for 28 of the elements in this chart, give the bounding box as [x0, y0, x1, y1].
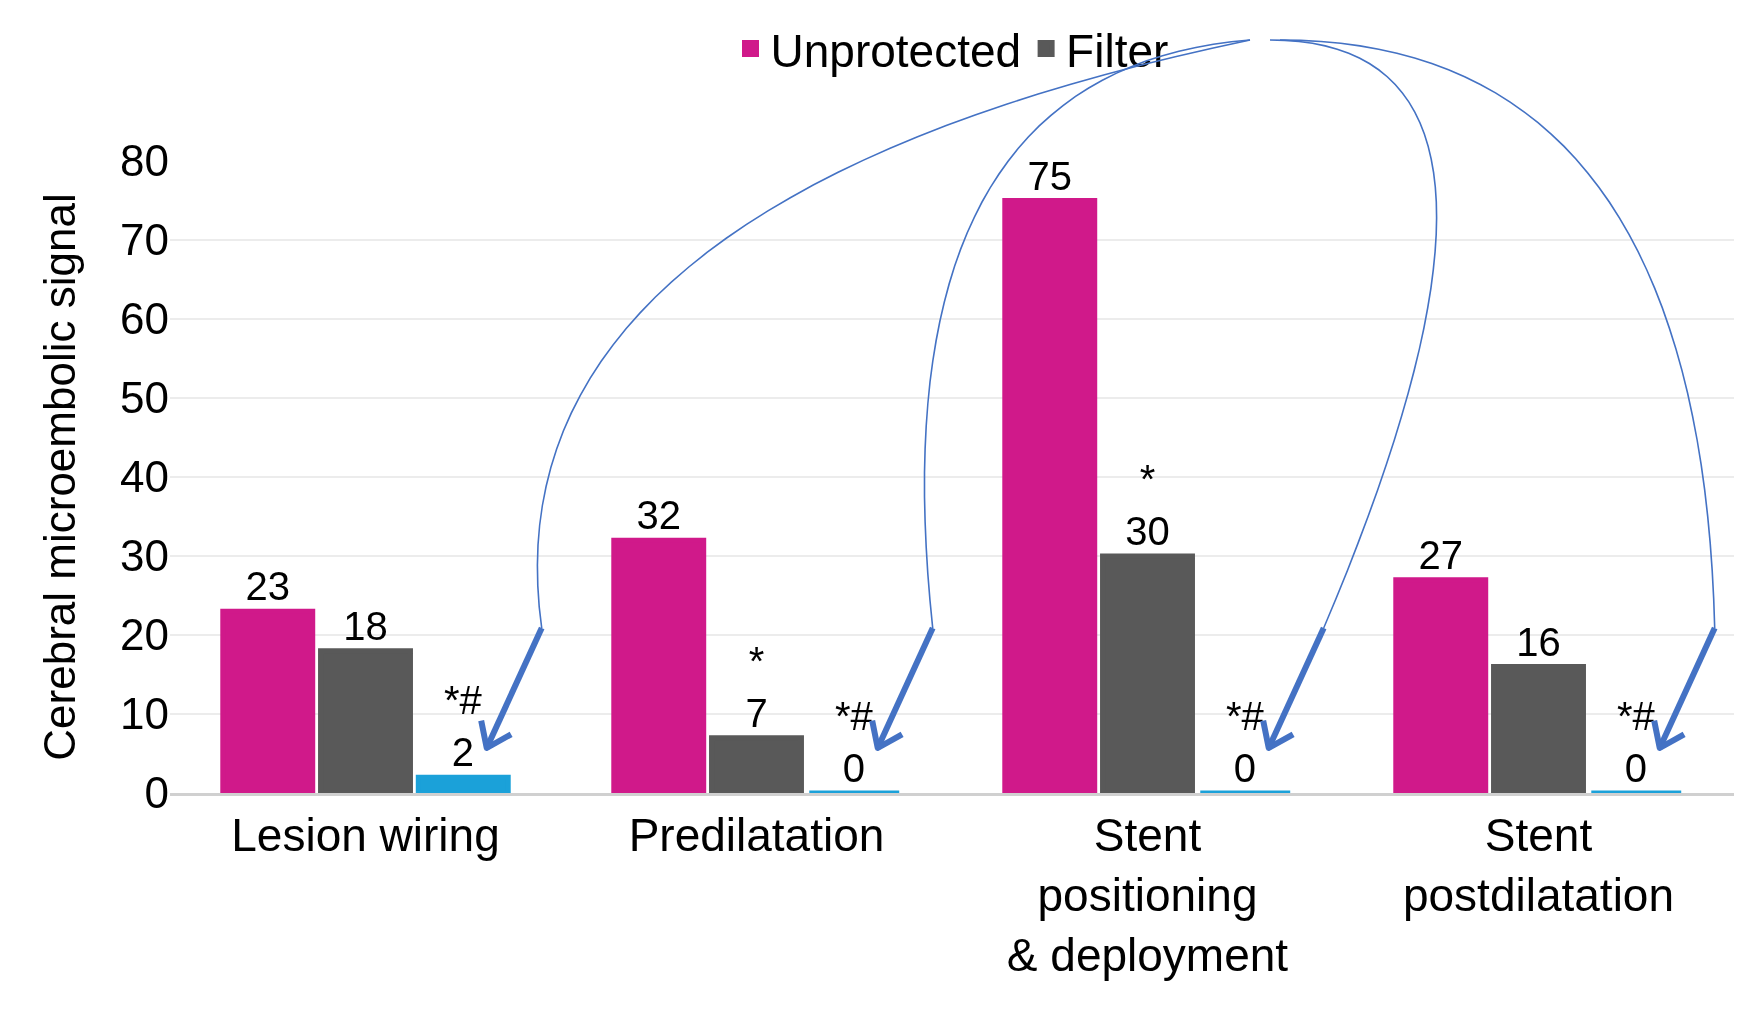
data-label: *# 0 — [834, 694, 874, 790]
data-label: 16 — [1516, 619, 1561, 664]
data-label: 23 — [245, 564, 291, 609]
data-label: *# 2 — [443, 678, 483, 775]
x-tick-label: Stent positioning & deployment — [1006, 809, 1289, 981]
y-tick-label: 70 — [120, 215, 169, 265]
y-tick-label: 0 — [144, 768, 169, 818]
data-label: 75 — [1027, 153, 1073, 198]
y-axis-title: Cerebral microembolic signal — [35, 193, 85, 761]
data-label: 27 — [1418, 532, 1463, 577]
data-label: *# 0 — [1225, 694, 1265, 790]
x-tick-label: Predilatation — [628, 809, 885, 862]
legend-label: Filter — [1066, 24, 1169, 77]
y-tick-label: 80 — [120, 136, 169, 186]
y-tick-label: 40 — [120, 452, 169, 502]
data-label: * 7 — [745, 638, 768, 735]
data-label: 32 — [636, 493, 681, 538]
y-tick-label: 10 — [120, 689, 169, 739]
data-label: *# 0 — [1616, 694, 1656, 790]
y-tick-label: 30 — [120, 531, 169, 581]
y-tick-label: 50 — [120, 373, 169, 423]
data-label: * 30 — [1125, 457, 1170, 553]
data-label: 18 — [343, 603, 388, 648]
y-tick-label: 20 — [120, 610, 169, 660]
x-tick-label: Lesion wiring — [231, 809, 500, 862]
legend-label: Unprotected — [770, 24, 1022, 77]
y-tick-label: 60 — [120, 294, 169, 344]
x-tick-label: Stent postdilatation — [1402, 809, 1675, 921]
